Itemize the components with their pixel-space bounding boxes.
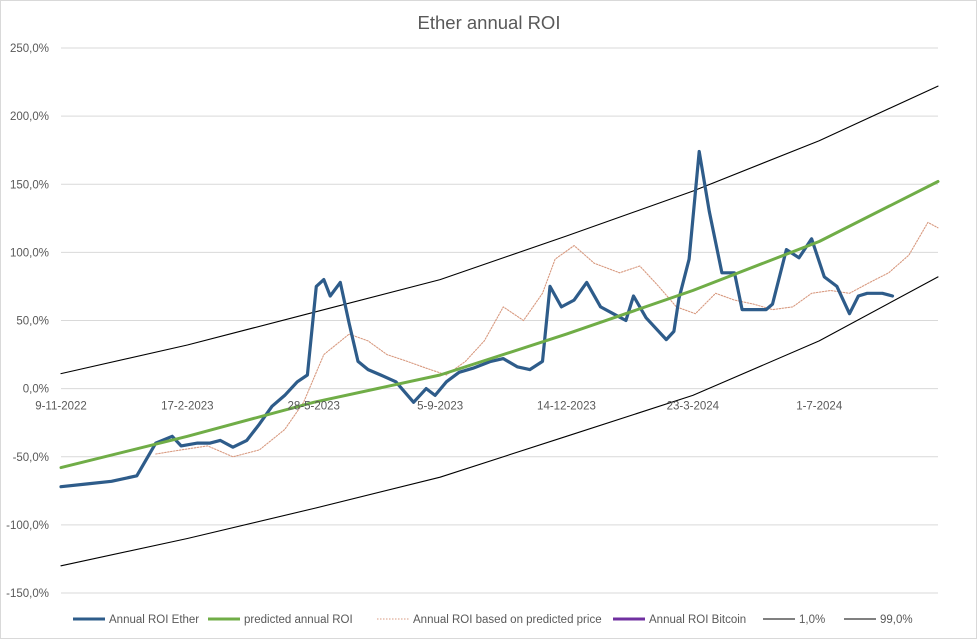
series-line-1 <box>59 180 940 470</box>
grid-layer <box>61 47 938 594</box>
y-tick-label: -100,0% <box>6 520 49 532</box>
x-tick-label: 23-3-2024 <box>667 401 720 413</box>
legend-label-2: Annual ROI based on predicted price <box>413 614 602 626</box>
series-line-4 <box>60 276 939 567</box>
y-tick-label: 100,0% <box>10 247 49 259</box>
legend-label-1: predicted annual ROI <box>244 614 353 626</box>
y-tick-label: -150,0% <box>6 588 49 600</box>
x-axis-tick-labels: 9-11-2022 17-2-2023 28-5-2023 5-9-2023 14-12… <box>35 401 843 413</box>
legend-label-5: 99,0% <box>880 614 913 626</box>
x-tick-label: 17-2-2023 <box>161 401 213 413</box>
legend-label-4: 1,0% <box>799 614 825 626</box>
series-line-5 <box>60 85 939 375</box>
x-tick-label: 5-9-2023 <box>417 401 463 413</box>
legend-label-0: Annual ROI Ether <box>109 614 199 626</box>
series-layer <box>59 85 940 567</box>
y-tick-label: 50,0% <box>16 316 49 328</box>
legend: Annual ROI Ether predicted annual ROI Annu… <box>73 614 913 626</box>
y-tick-label: 0,0% <box>23 384 49 396</box>
y-tick-label: -50,0% <box>13 452 49 464</box>
series-line-0 <box>59 149 895 489</box>
chart-title: Ether annual ROI <box>418 12 561 33</box>
series-line-2 <box>155 221 939 458</box>
legend-label-3: Annual ROI Bitcoin <box>649 614 746 626</box>
y-tick-label: 200,0% <box>10 111 49 123</box>
x-tick-label: 9-11-2022 <box>35 401 87 413</box>
x-tick-label: 28-5-2023 <box>288 401 340 413</box>
x-tick-label: 1-7-2024 <box>796 401 843 413</box>
y-tick-label: 150,0% <box>10 179 49 191</box>
x-tick-label: 14-12-2023 <box>537 401 596 413</box>
y-tick-label: 250,0% <box>10 43 49 55</box>
y-axis-tick-labels: -150,0% -100,0% -50,0% 0,0% 50,0% 100,0% 150,0… <box>6 43 49 600</box>
